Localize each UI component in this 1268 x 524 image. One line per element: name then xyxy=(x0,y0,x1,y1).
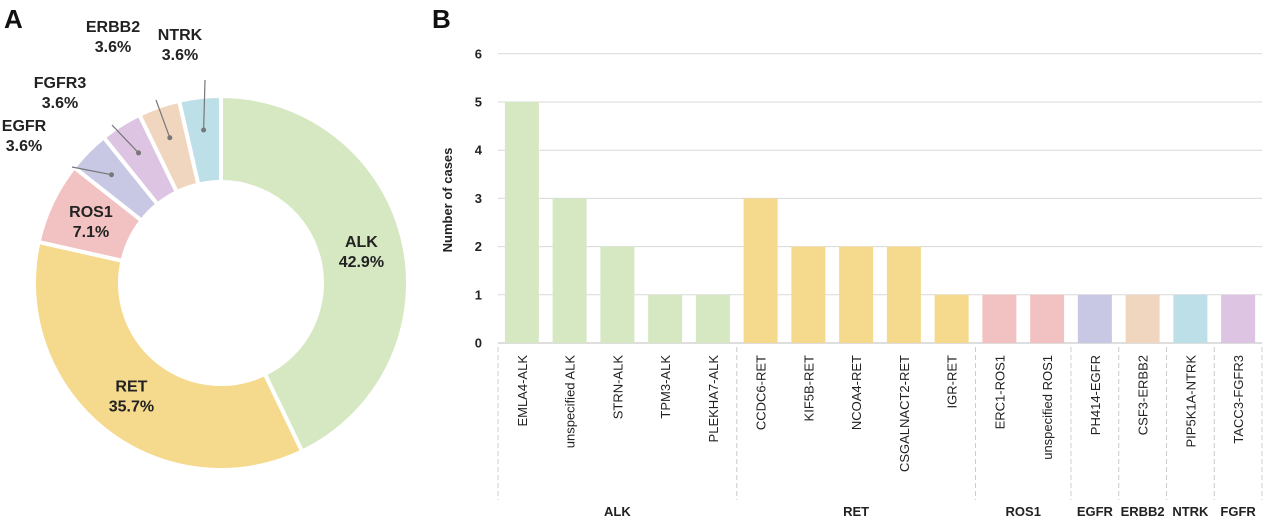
slice-label-ret: RET xyxy=(115,379,147,396)
slice-percent-ret: 35.7% xyxy=(109,399,154,416)
slice-percent-erbb2: 3.6% xyxy=(95,39,131,56)
leader-line-fgfr3 xyxy=(111,124,139,154)
x-tick-label: PH414-EGFR xyxy=(1088,355,1103,435)
bar-chart: 0 1 2 3 4 5 6 Number of cases EMLA4-ALK unspecifi… xyxy=(440,46,1263,519)
bar-strn-alk xyxy=(600,246,635,343)
panel-label-b: B xyxy=(432,4,451,34)
slice-label-alk: ALK xyxy=(345,234,378,251)
bar-ncoa4-ret xyxy=(839,246,874,343)
y-tick-label: 0 xyxy=(475,336,482,351)
x-tick-label: IGR-RET xyxy=(945,355,960,409)
slice-percent-alk: 42.9% xyxy=(339,254,384,271)
bar-csgalnact2-ret xyxy=(886,246,921,343)
x-tick-label: unspecified ALK xyxy=(563,355,578,449)
group-label-alk: ALK xyxy=(604,504,631,519)
bar-tpm3-alk xyxy=(648,294,683,343)
x-tick-label: PLEKHA7-ALK xyxy=(706,355,721,443)
bar-tacc3-fgfr3 xyxy=(1221,294,1256,343)
bar-kif5b-ret xyxy=(791,246,826,343)
x-tick-label: CCDC6-RET xyxy=(754,355,769,430)
x-tick-label: PIP5K1A-NTRK xyxy=(1183,355,1198,448)
x-tick-label: NCOA4-RET xyxy=(849,355,864,430)
bar-igr-ret xyxy=(934,294,969,343)
y-tick-label: 3 xyxy=(475,191,482,206)
group-label-ntrk: NTRK xyxy=(1172,504,1209,519)
x-tick-label: EMLA4-ALK xyxy=(515,355,530,427)
x-tick-label: KIF5B-RET xyxy=(801,355,816,422)
y-axis-title: Number of cases xyxy=(440,148,455,253)
slice-alk xyxy=(219,93,410,455)
leader-dot-fgfr3 xyxy=(136,150,142,156)
bar-unspecified-alk xyxy=(552,198,587,343)
bar-unspecified-ros1 xyxy=(1030,294,1065,343)
x-tick-label: TACC3-FGFR3 xyxy=(1231,355,1246,444)
y-tick-label: 4 xyxy=(475,143,483,158)
x-tick-label: CSGALNACT2-RET xyxy=(897,355,912,472)
x-tick-label: TPM3-ALK xyxy=(658,355,673,419)
leader-dot-egfr xyxy=(109,172,115,178)
bar-csf3-erbb2 xyxy=(1125,294,1160,343)
x-tick-label: STRN-ALK xyxy=(610,355,625,420)
bar-ph414-egfr xyxy=(1077,294,1112,343)
group-label-ret: RET xyxy=(843,504,869,519)
bar-plekha7-alk xyxy=(695,294,730,343)
donut-chart: ALK 42.9% RET 35.7% ROS1 7.1% EGFR 3.6% FGFR3 3.6… xyxy=(2,19,410,472)
y-tick-label: 2 xyxy=(475,239,482,254)
x-tick-label: unspecified ROS1 xyxy=(1040,355,1055,460)
slice-label-fgfr3: FGFR3 xyxy=(34,75,87,92)
leader-line-ntrk xyxy=(203,79,206,130)
y-tick-label: 1 xyxy=(475,287,482,302)
leader-dot-ntrk xyxy=(201,127,207,133)
slice-label-ros1: ROS1 xyxy=(69,204,113,221)
bar-pip5k1a-ntrk xyxy=(1173,294,1208,343)
slice-percent-ros1: 7.1% xyxy=(73,224,109,241)
y-tick-label: 6 xyxy=(475,46,482,61)
slice-label-erbb2: ERBB2 xyxy=(86,19,140,36)
slice-ntrk xyxy=(176,93,223,187)
panel-label-a: A xyxy=(4,4,23,34)
slice-percent-ntrk: 3.6% xyxy=(162,47,198,64)
leader-dot-erbb2 xyxy=(167,135,173,141)
group-label-erbb2: ERBB2 xyxy=(1121,504,1165,519)
group-label-fgfr: FGFR xyxy=(1220,504,1256,519)
y-tick-label: 5 xyxy=(475,95,482,110)
slice-label-ntrk: NTRK xyxy=(158,27,203,44)
slice-percent-egfr: 3.6% xyxy=(6,138,42,155)
x-tick-label: ERC1-ROS1 xyxy=(992,355,1007,429)
leader-line-egfr xyxy=(71,166,112,176)
leader-line-erbb2 xyxy=(155,99,171,138)
bar-erc1-ros1 xyxy=(982,294,1017,343)
group-label-ros1: ROS1 xyxy=(1006,504,1041,519)
slice-label-egfr: EGFR xyxy=(2,118,47,135)
bar-emla4-alk xyxy=(504,102,539,343)
slice-percent-fgfr3: 3.6% xyxy=(42,95,78,112)
group-label-egfr: EGFR xyxy=(1077,504,1114,519)
bar-ccdc6-ret xyxy=(743,198,778,343)
x-tick-label: CSF3-ERBB2 xyxy=(1136,355,1151,435)
slice-ret xyxy=(32,239,305,472)
